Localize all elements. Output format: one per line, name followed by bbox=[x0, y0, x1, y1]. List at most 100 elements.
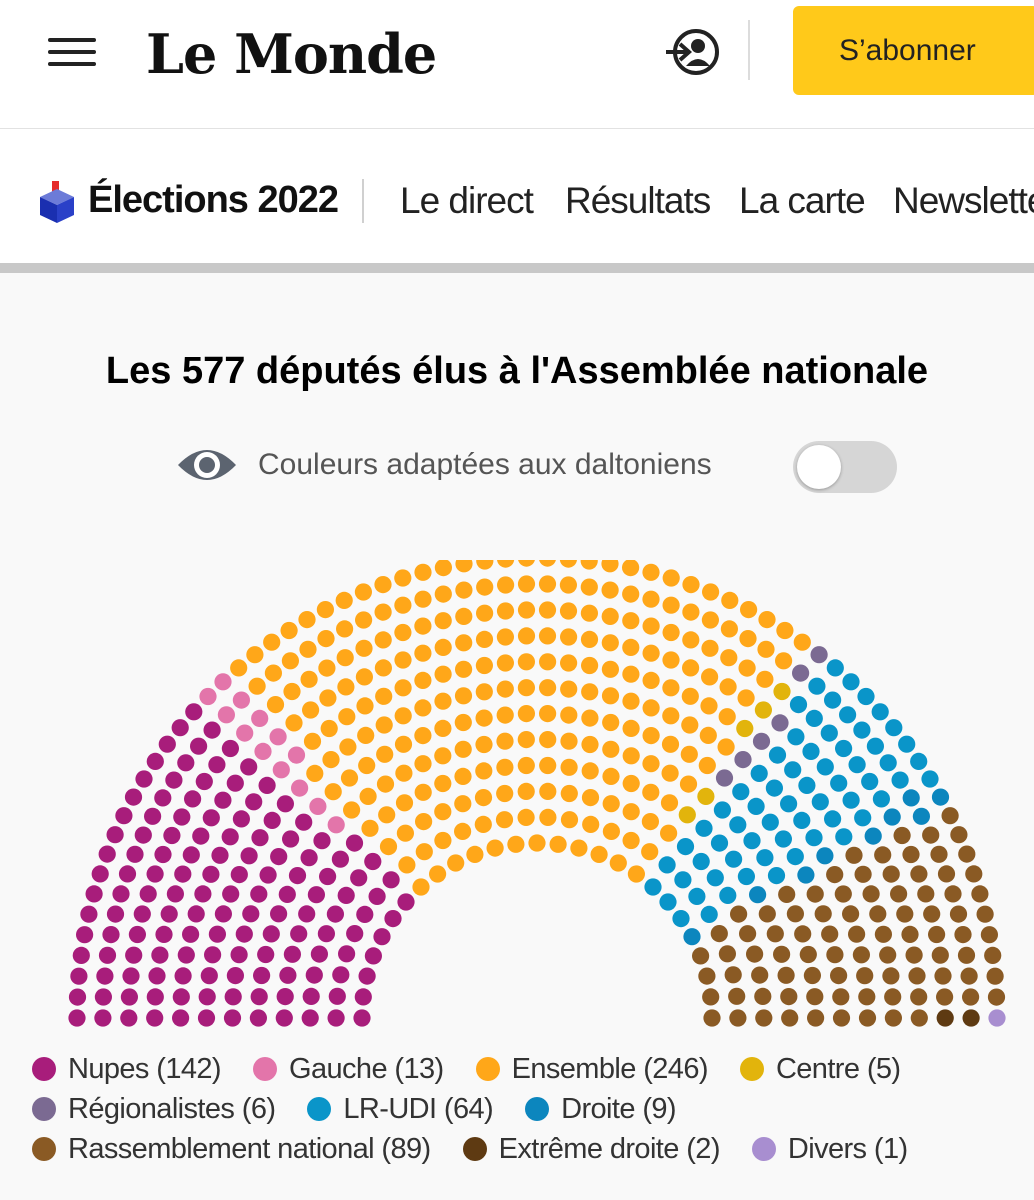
seat-dot bbox=[375, 716, 393, 734]
seat-dot bbox=[739, 925, 757, 943]
seat-dot bbox=[208, 925, 226, 943]
seat-dot bbox=[298, 611, 316, 629]
seat-dot bbox=[680, 745, 698, 763]
seat-dot bbox=[681, 716, 699, 734]
seat-dot bbox=[560, 654, 578, 672]
seat-dot bbox=[285, 714, 303, 732]
seat-dot bbox=[882, 865, 900, 883]
seat-dot bbox=[394, 735, 413, 753]
seat-dot bbox=[662, 623, 680, 642]
seat-dot bbox=[857, 687, 875, 706]
seat-dot bbox=[661, 735, 680, 753]
seat-dot bbox=[486, 839, 504, 857]
seat-dot bbox=[434, 585, 452, 603]
seat-dot bbox=[560, 706, 578, 724]
seat-dot bbox=[780, 795, 798, 813]
seat-dot bbox=[780, 988, 798, 1006]
seat-dot bbox=[476, 604, 494, 622]
seat-dot bbox=[357, 726, 375, 744]
seat-dot bbox=[858, 988, 876, 1006]
seat-dot bbox=[184, 790, 202, 808]
seat-dot bbox=[582, 815, 600, 833]
seat-dot bbox=[710, 834, 729, 852]
seat-dot bbox=[98, 845, 116, 863]
seat-dot bbox=[202, 865, 220, 883]
seat-dot bbox=[305, 966, 323, 984]
seat-dot bbox=[958, 845, 976, 863]
seat-dot bbox=[692, 852, 710, 871]
nav-link-newsletter[interactable]: Newsletter bbox=[893, 180, 1034, 221]
seat-dot bbox=[960, 967, 978, 985]
seat-dot bbox=[930, 845, 948, 863]
login-user-icon[interactable] bbox=[664, 26, 724, 78]
seat-dot bbox=[766, 925, 784, 943]
legend-item: Divers (1) bbox=[751, 1133, 908, 1165]
seat-dot bbox=[434, 747, 452, 765]
seat-dot bbox=[807, 1009, 825, 1027]
seat-dot bbox=[962, 1009, 980, 1027]
seat-dot bbox=[128, 925, 146, 944]
seat-dot bbox=[230, 866, 248, 884]
seat-dot bbox=[384, 910, 402, 928]
seat-dot bbox=[642, 699, 660, 717]
colorblind-toggle[interactable] bbox=[793, 441, 897, 493]
section-title[interactable]: Élections 2022 bbox=[88, 179, 339, 221]
seat-dot bbox=[174, 865, 192, 883]
nav-link-carte[interactable]: La carte bbox=[739, 180, 866, 221]
subscribe-button[interactable]: S’abonner bbox=[793, 6, 1034, 95]
seat-dot bbox=[134, 826, 152, 844]
seat-dot bbox=[934, 967, 952, 985]
nav-link-resultats[interactable]: Résultats bbox=[565, 180, 711, 221]
seat-dot bbox=[414, 617, 432, 635]
seat-dot bbox=[326, 905, 344, 923]
seat-dot bbox=[662, 679, 680, 697]
seat-dot bbox=[476, 578, 494, 596]
nav-link-direct[interactable]: Le direct bbox=[400, 180, 534, 221]
seat-dot bbox=[842, 791, 860, 809]
legend-swatch bbox=[32, 1057, 56, 1081]
seat-dot bbox=[676, 838, 695, 856]
seat-dot bbox=[317, 630, 335, 648]
seat-dot bbox=[928, 925, 946, 944]
seat-dot bbox=[454, 713, 472, 732]
seat-dot bbox=[898, 735, 916, 753]
seat-dot bbox=[148, 967, 166, 985]
seat-dot bbox=[560, 784, 578, 803]
seat-dot bbox=[869, 905, 887, 923]
seat-dot bbox=[350, 869, 368, 887]
le-monde-logo[interactable]: Le Monde bbox=[146, 22, 437, 86]
seat-dot bbox=[124, 788, 143, 806]
seat-dot bbox=[454, 740, 472, 758]
seat-dot bbox=[327, 816, 345, 834]
seat-dot bbox=[434, 612, 452, 630]
seat-dot bbox=[642, 617, 660, 635]
seat-dot bbox=[661, 764, 679, 782]
seat-dot bbox=[719, 678, 737, 696]
seat-dot bbox=[528, 834, 546, 852]
seat-dot bbox=[249, 1009, 267, 1027]
seat-dot bbox=[622, 585, 640, 603]
legend-label: Nupes (142) bbox=[68, 1052, 222, 1085]
seat-dot bbox=[698, 756, 716, 775]
legend-item: Ensemble (246) bbox=[475, 1053, 709, 1085]
seat-dot bbox=[415, 843, 433, 861]
seat-dot bbox=[756, 849, 774, 867]
seat-dot bbox=[429, 865, 447, 883]
seat-dot bbox=[944, 885, 962, 903]
seat-dot bbox=[146, 988, 164, 1006]
seat-dot bbox=[197, 1009, 216, 1027]
hamburger-menu-icon[interactable] bbox=[48, 36, 98, 68]
legend-swatch bbox=[462, 1137, 487, 1161]
seat-dot bbox=[246, 646, 264, 664]
seat-dot bbox=[852, 946, 871, 964]
seat-dot bbox=[106, 905, 125, 923]
seat-dot bbox=[808, 677, 826, 695]
seat-dot bbox=[335, 591, 353, 609]
seat-dot bbox=[434, 719, 452, 737]
nav-divider bbox=[362, 179, 364, 223]
seat-dot bbox=[774, 830, 793, 848]
seat-dot bbox=[355, 639, 373, 657]
seat-dot bbox=[884, 988, 902, 1006]
seat-dot bbox=[901, 925, 919, 943]
seat-dot bbox=[559, 602, 578, 620]
